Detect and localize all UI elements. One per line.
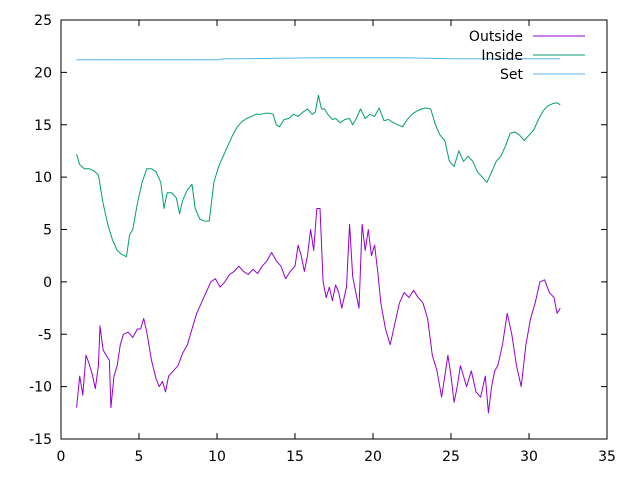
x-tick-label: 15	[286, 449, 304, 465]
series-line-set	[76, 57, 561, 61]
legend-label: Outside	[469, 29, 523, 45]
x-tick-label: 30	[520, 449, 538, 465]
x-tick-label: 25	[442, 449, 460, 465]
y-tick-label: 25	[34, 13, 52, 29]
series-line-outside	[76, 208, 561, 414]
x-tick-label: 0	[57, 449, 66, 465]
legend-entry-inside: Inside	[481, 48, 585, 64]
axis-layer: 0 5 10 15 20 25 30 35 -15 -10 -5 0 5 10 15 20 25	[29, 13, 616, 465]
y-tick-label: 5	[43, 223, 52, 239]
x-tick-label: 5	[135, 449, 144, 465]
x-tick-label: 10	[208, 449, 226, 465]
series-layer	[76, 57, 561, 414]
legend-label: Set	[500, 67, 524, 83]
legend-label: Inside	[481, 48, 523, 64]
series-line-inside	[76, 94, 561, 258]
legend-entry-set: Set	[500, 67, 585, 83]
y-tick-label: 10	[34, 170, 52, 186]
y-tick-label: -10	[29, 380, 52, 396]
y-tick-label: -5	[38, 327, 52, 343]
x-tick-label: 35	[598, 449, 616, 465]
y-tick-label: 15	[34, 118, 52, 134]
legend: Outside Inside Set	[469, 29, 585, 83]
y-tick-label: -15	[29, 432, 52, 448]
x-tick-label: 20	[364, 449, 382, 465]
y-tick-label: 20	[34, 65, 52, 81]
legend-entry-outside: Outside	[469, 29, 585, 45]
y-tick-label: 0	[43, 275, 52, 291]
